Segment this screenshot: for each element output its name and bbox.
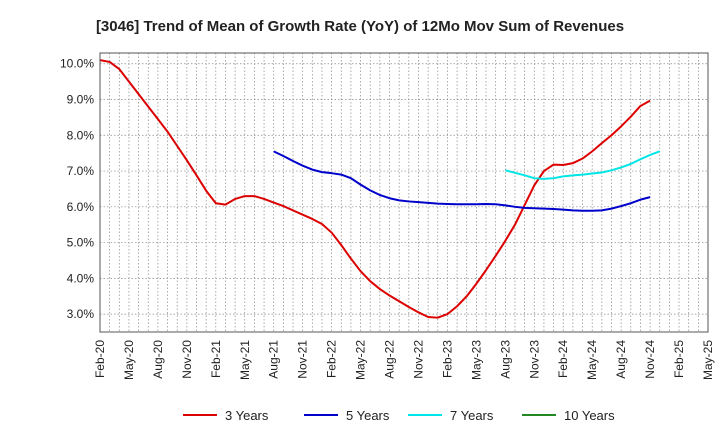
- y-tick-label: 5.0%: [67, 236, 95, 250]
- x-tick-label: May-23: [469, 340, 483, 380]
- x-tick-label: Feb-22: [325, 340, 339, 378]
- x-tick-label: Nov-23: [527, 340, 541, 379]
- x-tick-label: May-25: [701, 340, 715, 380]
- x-tick-label: Nov-24: [643, 340, 657, 379]
- x-tick-label: May-24: [585, 340, 599, 380]
- y-tick-label: 10.0%: [60, 57, 94, 71]
- x-tick-label: Aug-22: [383, 340, 397, 379]
- x-tick-label: Feb-25: [672, 340, 686, 378]
- x-tick-label: Aug-24: [614, 340, 628, 379]
- series-line-3-years: [99, 59, 651, 319]
- x-tick-label: Aug-20: [151, 340, 165, 379]
- x-tick-label: May-22: [354, 340, 368, 380]
- y-tick-label: 4.0%: [67, 271, 95, 285]
- x-tick-label: Feb-21: [209, 340, 223, 378]
- x-tick-label: May-20: [122, 340, 136, 380]
- y-tick-label: 3.0%: [67, 307, 95, 321]
- x-tick-label: Nov-20: [180, 340, 194, 379]
- legend-label: 10 Years: [564, 408, 615, 423]
- y-tick-label: 7.0%: [67, 164, 95, 178]
- y-tick-label: 9.0%: [67, 93, 95, 107]
- x-tick-label: Feb-23: [440, 340, 454, 378]
- legend-label: 3 Years: [225, 408, 269, 423]
- legend: 3 Years 5 Years 7 Years 10 Years: [183, 408, 615, 423]
- x-tick-label: Feb-20: [93, 340, 107, 378]
- series-line-7-years: [505, 150, 661, 180]
- x-tick-label: May-21: [238, 340, 252, 380]
- legend-label: 7 Years: [450, 408, 494, 423]
- y-tick-label: 6.0%: [67, 200, 95, 214]
- series-line-5-years: [273, 150, 651, 212]
- chart-title: [3046] Trend of Mean of Growth Rate (YoY…: [96, 18, 624, 35]
- legend-label: 5 Years: [346, 408, 390, 423]
- x-tick-label: Nov-22: [411, 340, 425, 379]
- y-tick-label: 8.0%: [67, 128, 95, 142]
- x-tick-label: Nov-21: [296, 340, 310, 379]
- x-tick-label: Aug-23: [498, 340, 512, 379]
- x-tick-label: Aug-21: [267, 340, 281, 379]
- x-tick-label: Feb-24: [556, 340, 570, 378]
- plot-area: [100, 53, 708, 332]
- plot-frame: [99, 52, 709, 333]
